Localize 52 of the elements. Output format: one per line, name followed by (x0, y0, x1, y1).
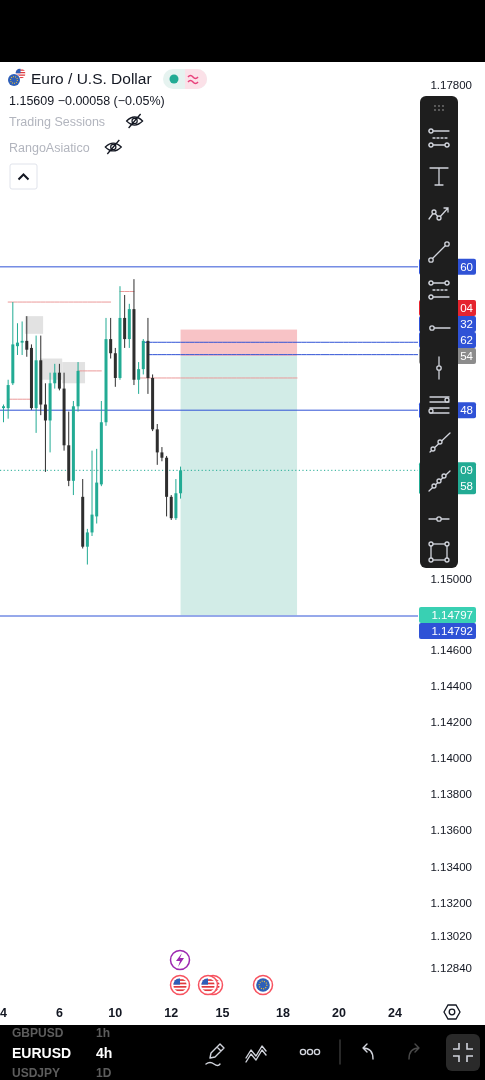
text: 1.15609 −0.00058 (−0.05%) (9, 94, 165, 108)
candlestick (85, 528, 89, 566)
annotation: RangoAsiatico (9, 141, 90, 155)
text: EURUSD (12, 1045, 72, 1061)
candlestick (25, 315, 29, 358)
y-tick-label: 1.13400 (430, 860, 472, 873)
candlestick (123, 294, 127, 349)
y-tick-label: 1.15000 (430, 572, 472, 585)
text: 4h (96, 1045, 113, 1061)
text: USDJPY (12, 1066, 61, 1080)
y-tick-label: 1.13200 (430, 896, 472, 909)
text: 48 (460, 404, 473, 417)
text: 1h (96, 1026, 111, 1040)
candlestick (6, 379, 10, 420)
text: 09 58 (460, 464, 473, 493)
text: 1D (96, 1066, 112, 1080)
candlestick (169, 494, 173, 521)
candlestick (53, 363, 57, 390)
y-tick-label: 1.14400 (430, 680, 472, 693)
y-tick-label: 1.14200 (430, 716, 472, 729)
candlestick (137, 361, 141, 395)
x-tick-label: 15 (215, 1006, 230, 1020)
y-tick-label: 1.17800 (430, 78, 472, 91)
x-tick-label: 24 (387, 1006, 402, 1020)
x-tick-label: 4 (0, 1006, 8, 1020)
chart-title: Euro / U.S. Dollar (31, 70, 152, 87)
text: 60 (460, 260, 473, 273)
candlestick (160, 446, 164, 462)
x-tick-label: 20 (332, 1006, 346, 1020)
ref-line-label: 1.14792 (431, 625, 473, 638)
y-tick-label: 1.14000 (430, 752, 472, 765)
y-tick-label: 1.12840 (430, 962, 472, 975)
x-tick-label: 18 (276, 1006, 291, 1020)
candlestick (57, 363, 61, 391)
text: 54 (460, 350, 474, 363)
text: 1.14797 (431, 609, 473, 622)
text: 62 (460, 334, 473, 347)
y-tick-label: 1.13800 (430, 788, 472, 801)
y-tick-label: 1.14600 (430, 644, 472, 657)
candlestick (43, 382, 47, 473)
text: 04 (460, 302, 474, 315)
annotation: Trading Sessions (9, 115, 106, 129)
x-tick-label: 10 (108, 1006, 123, 1020)
x-tick-label: 6 (55, 1006, 63, 1020)
candlestick (20, 320, 24, 356)
candlestick (109, 317, 113, 360)
y-tick-label: 1.13020 (430, 929, 472, 942)
y-tick-label: 1.13600 (430, 824, 472, 837)
x-tick-label: 12 (164, 1006, 179, 1020)
candlestick (155, 423, 159, 466)
text: 32 (460, 318, 473, 331)
text: GBPUSD (12, 1026, 64, 1040)
